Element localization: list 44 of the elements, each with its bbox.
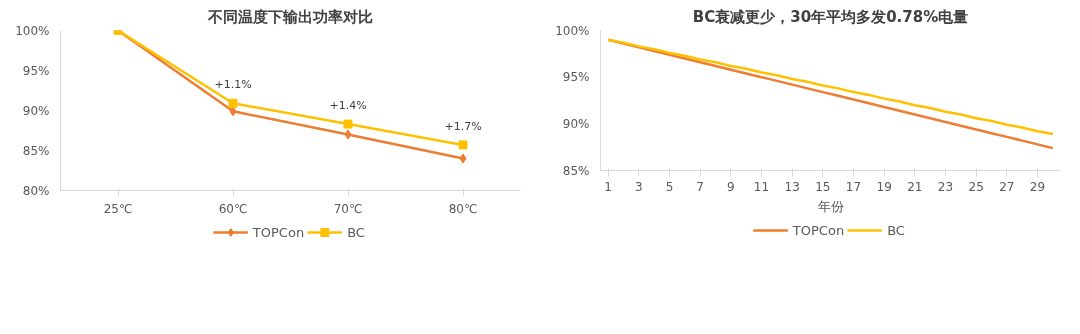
x-tick-label: 17 — [845, 179, 862, 194]
chart-title: BC衰减更少，30年平均多发0.78%电量 — [692, 7, 969, 26]
y-tick-label: 100% — [555, 23, 590, 38]
y-tick-label: 85% — [22, 143, 50, 158]
point — [458, 140, 468, 150]
x-tick-label: 70℃ — [333, 201, 363, 216]
y-tick-label: 90% — [22, 103, 50, 118]
legend-label: BC — [347, 224, 366, 240]
x-tick-label: 27 — [999, 179, 1015, 194]
point — [229, 106, 237, 117]
y-tick-label: 95% — [22, 63, 50, 78]
point — [344, 129, 352, 140]
y-tick-label: 95% — [562, 70, 590, 85]
annotation: +1.4% — [329, 99, 367, 113]
legend-label: TOPCon — [252, 224, 305, 240]
x-tick-label: 25 — [968, 179, 984, 194]
x-tick-label: 7 — [696, 179, 704, 194]
y-tick-label: 100% — [15, 23, 50, 38]
x-tick-label: 21 — [907, 179, 923, 194]
y-tick-label: 90% — [562, 116, 590, 131]
x-tick-label: 29 — [1029, 179, 1046, 194]
x-tick-label: 60℃ — [218, 201, 248, 216]
point — [343, 119, 353, 129]
x-tick-label: 13 — [784, 179, 800, 194]
legend-label: BC — [887, 222, 906, 238]
x-tick-label: 23 — [937, 179, 954, 194]
x-tick-label: 25℃ — [103, 201, 133, 216]
point — [228, 98, 238, 108]
y-tick-label: 85% — [562, 163, 590, 178]
x-tick-label: 80℃ — [448, 201, 478, 216]
x-tick-label: 9 — [727, 179, 735, 194]
annotation: +1.7% — [444, 119, 482, 133]
chart-title: 不同温度下输出功率对比 — [207, 7, 373, 26]
point — [459, 153, 467, 164]
x-tick-label: 15 — [815, 179, 831, 194]
legend-label: TOPCon — [792, 222, 845, 238]
x-tick-label: 11 — [753, 179, 770, 194]
y-tick-label: 80% — [22, 183, 50, 198]
x-tick-label: 5 — [665, 179, 674, 194]
x-tick-label: 3 — [635, 179, 643, 194]
annotation: +1.1% — [214, 78, 252, 92]
x-tick-label: 1 — [604, 179, 612, 194]
x-axis-title: 年份 — [817, 198, 844, 214]
x-tick-label: 19 — [876, 179, 892, 194]
